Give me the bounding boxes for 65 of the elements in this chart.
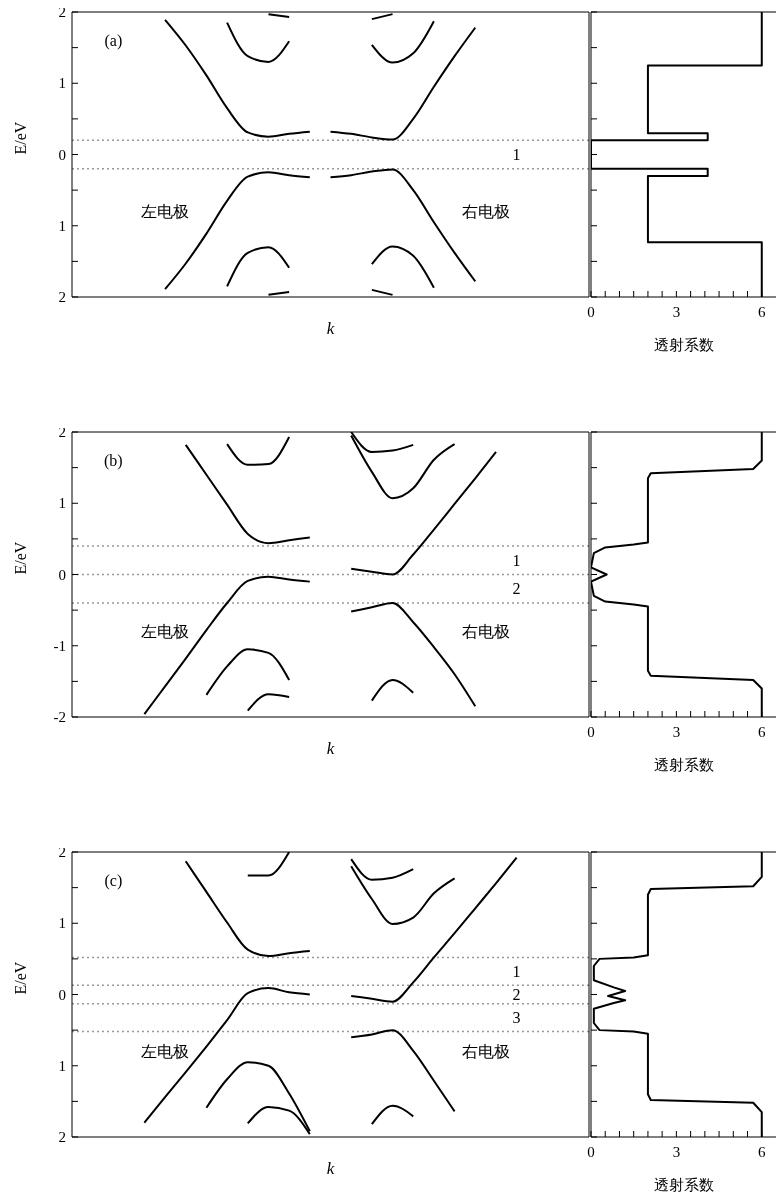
line-series [350, 602, 477, 708]
line-series [205, 648, 291, 696]
x-tick-label: 0 [587, 304, 595, 320]
annotation: (c) [104, 871, 123, 890]
annotation: 左电极 [141, 621, 190, 641]
annotation: 2 [512, 986, 521, 1004]
x-axis-title: k [326, 319, 335, 338]
y-tick-label: 1 [58, 75, 66, 92]
y-tick-label: 2 [58, 289, 66, 305]
line-series [329, 26, 477, 141]
y-tick-label: 2 [58, 1129, 66, 1145]
y-axis-title: E/eV [11, 121, 29, 155]
x-tick-label: 3 [672, 724, 681, 740]
line-series [226, 21, 291, 63]
annotation: 左电极 [141, 1041, 190, 1061]
line-series [350, 865, 456, 925]
x-tick-label: 0 [587, 724, 595, 740]
line-series [184, 443, 311, 545]
annotation: (b) [104, 451, 123, 470]
y-tick-label: 0 [58, 986, 66, 1003]
annotation: 右电极 [461, 621, 510, 641]
annotation: 3 [512, 1009, 521, 1027]
y-axis-title: E/eV [11, 961, 29, 995]
annotation: 2 [512, 580, 521, 598]
y-tick-label: 0 [58, 566, 66, 583]
line-series [143, 575, 311, 716]
line-series [370, 20, 435, 64]
annotation: (a) [104, 31, 123, 50]
x-axis-title: k [326, 739, 335, 758]
y-axis-title: E/eV [11, 541, 29, 575]
annotation: 1 [512, 963, 521, 981]
annotation: 右电极 [461, 1041, 510, 1061]
line-series [226, 435, 291, 466]
line-series [370, 245, 435, 289]
line-series [164, 18, 311, 138]
line-series [350, 450, 497, 576]
line-series [350, 1029, 456, 1113]
y-tick-label: 0 [58, 146, 66, 163]
line-series [350, 856, 518, 1003]
annotation: 左电极 [141, 201, 190, 221]
annotation: 1 [512, 146, 521, 164]
x-tick-label: 3 [672, 304, 681, 320]
y-tick-label: 1 [58, 217, 66, 234]
x-tick-label: 3 [672, 1144, 681, 1160]
y-tick-label: -2 [53, 709, 66, 725]
x-axis-title: 透射系数 [653, 337, 714, 353]
line-series [329, 168, 477, 283]
annotation: 右电极 [461, 201, 510, 221]
line-series [143, 987, 311, 1124]
y-tick-label: 1 [58, 915, 66, 932]
x-tick-label: 6 [758, 304, 767, 320]
annotation: 1 [512, 551, 521, 569]
y-tick-label: 1 [58, 495, 66, 512]
y-tick-label: 1 [58, 1057, 66, 1074]
x-axis-title: k [326, 1159, 335, 1178]
line-series [226, 246, 291, 288]
x-tick-label: 0 [587, 1144, 595, 1160]
x-axis-title: 透射系数 [653, 1177, 714, 1193]
y-tick-label: -1 [53, 637, 66, 654]
line-series [184, 860, 311, 958]
x-tick-label: 6 [758, 724, 767, 740]
x-tick-label: 6 [758, 1144, 767, 1160]
line-series [350, 434, 456, 500]
line-series [350, 858, 415, 881]
x-axis-title: 透射系数 [653, 757, 714, 773]
